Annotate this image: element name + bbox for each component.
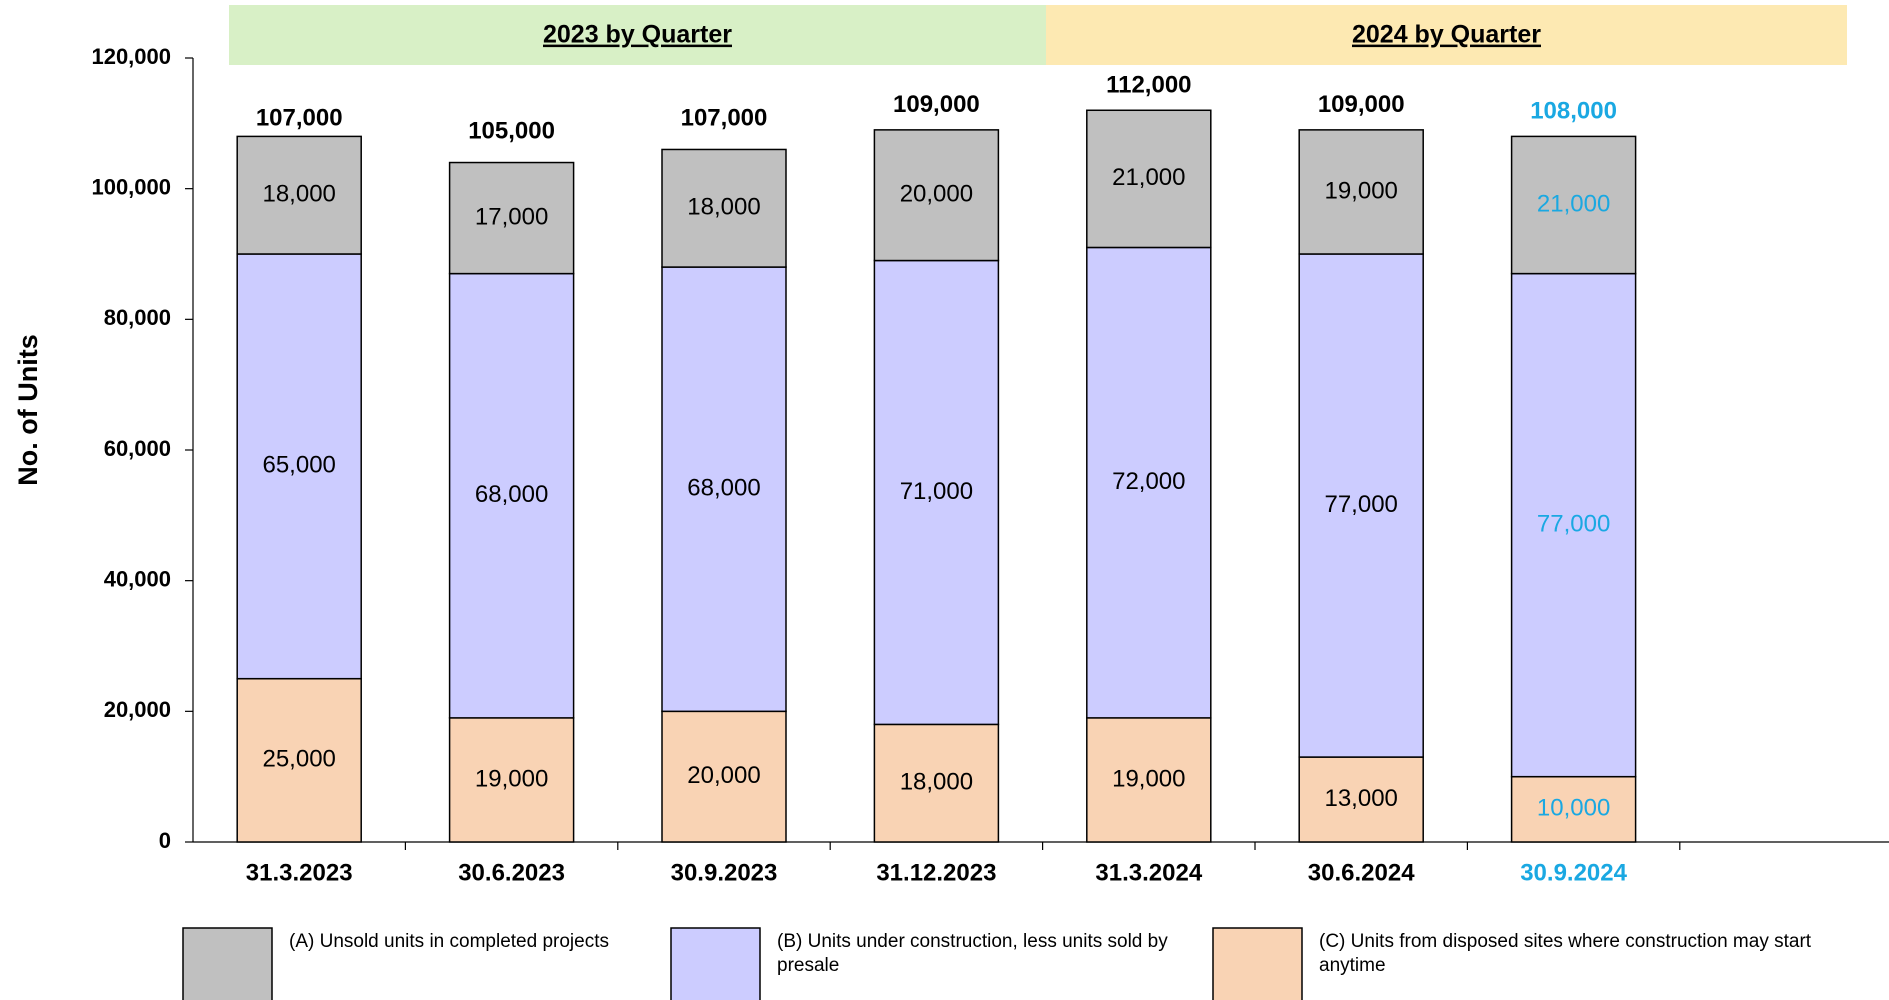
y-tick-label: 80,000 [104, 305, 171, 330]
total-label: 107,000 [256, 104, 343, 131]
segment-label: 19,000 [1112, 765, 1185, 792]
x-tick-label: 30.9.2023 [671, 859, 778, 886]
x-tick-label: 31.12.2023 [876, 859, 996, 886]
segment-label: 17,000 [475, 203, 548, 230]
legend-swatch [182, 927, 273, 1000]
segment-label: 18,000 [900, 769, 973, 796]
segment-label: 77,000 [1537, 510, 1610, 537]
bar-segment [1086, 109, 1212, 249]
bar-segment [1510, 272, 1637, 778]
bar-segment [1510, 135, 1637, 275]
group-label: 2024 by Quarter [1352, 21, 1541, 49]
bar-segment [1298, 253, 1424, 758]
y-tick-label: 0 [159, 828, 171, 853]
bar-segment [661, 148, 787, 268]
segment-label: 68,000 [475, 481, 548, 508]
bar-segment [661, 710, 787, 843]
segment-label: 19,000 [1324, 177, 1397, 204]
segment-label: 19,000 [475, 765, 548, 792]
segment-label: 21,000 [1112, 164, 1185, 191]
bar-segment [1086, 717, 1212, 843]
bar-segment [1086, 246, 1212, 719]
y-axis-title: No. of Units [13, 334, 43, 485]
x-tick-label: 31.3.2023 [246, 859, 353, 886]
segment-label: 21,000 [1537, 190, 1610, 217]
bar-segment [873, 129, 1000, 262]
segment-label: 77,000 [1324, 491, 1397, 518]
total-label: 108,000 [1530, 98, 1617, 125]
total-label: 105,000 [468, 117, 555, 144]
segment-label: 65,000 [262, 452, 335, 479]
bar-segment [661, 266, 787, 713]
y-tick-label: 40,000 [104, 566, 171, 591]
bar-segment [448, 272, 575, 719]
legend-label: (A) Unsold units in completed projects [289, 931, 609, 952]
segment-label: 68,000 [687, 475, 760, 502]
bar-segment [448, 717, 575, 843]
total-label: 112,000 [1106, 72, 1191, 99]
bar-segment [236, 253, 362, 680]
bar-segment [873, 259, 1000, 726]
segment-label: 20,000 [900, 181, 973, 208]
segment-label: 25,000 [262, 746, 335, 773]
y-tick-label: 60,000 [104, 436, 171, 461]
group-band [1046, 5, 1847, 65]
x-tick-label: 30.6.2023 [458, 859, 565, 886]
y-tick-label: 20,000 [104, 697, 171, 722]
bar-segment [236, 677, 362, 843]
group-label: 2023 by Quarter [543, 21, 732, 49]
group-band [229, 5, 1046, 65]
legend-label: (C) Units from disposed sites where cons… [1319, 931, 1812, 976]
segment-label: 71,000 [900, 478, 973, 505]
bar-segment [448, 161, 575, 275]
segment-label: 18,000 [262, 181, 335, 208]
x-tick-label: 31.3.2024 [1095, 859, 1202, 886]
total-label: 109,000 [1318, 91, 1405, 118]
x-tick-label: 30.9.2024 [1520, 859, 1627, 886]
y-tick-label: 120,000 [91, 44, 171, 69]
segment-label: 18,000 [687, 194, 760, 221]
total-label: 107,000 [681, 104, 768, 131]
bar-segment [873, 723, 1000, 843]
segment-label: 72,000 [1112, 468, 1185, 495]
segment-label: 13,000 [1324, 785, 1397, 812]
bar-segment [1298, 129, 1424, 255]
segment-label: 10,000 [1537, 795, 1610, 822]
bar-segment [236, 135, 362, 255]
total-label: 109,000 [893, 91, 980, 118]
x-tick-label: 30.6.2024 [1308, 859, 1415, 886]
legend-swatch [670, 927, 761, 1000]
y-tick-label: 100,000 [91, 174, 171, 199]
segment-label: 20,000 [687, 762, 760, 789]
bar-segment [1298, 756, 1424, 843]
bar-segment [1510, 775, 1637, 843]
legend-swatch [1212, 927, 1303, 1000]
legend-label: (B) Units under construction, less units… [777, 931, 1168, 976]
